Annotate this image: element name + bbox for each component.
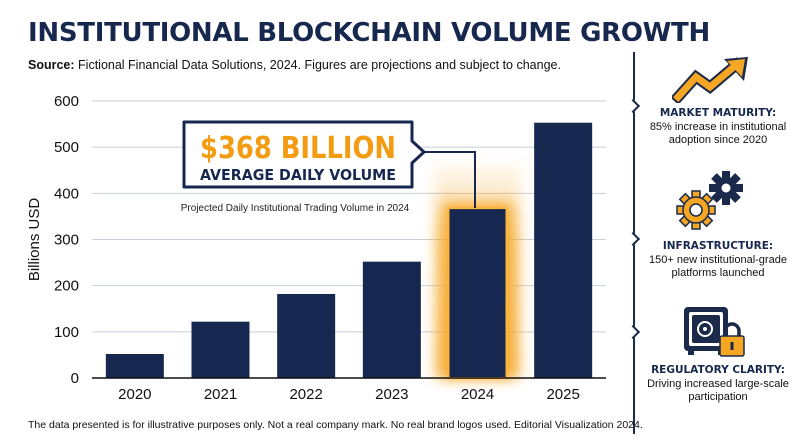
y-tick-label: 600 — [54, 93, 79, 110]
callout-note: Projected Daily Institutional Trading Vo… — [181, 203, 410, 214]
bar-chart: 0 100 200 300 400 500 600 Billions USD 2020 2021 2… — [26, 93, 606, 403]
side-item-market-maturity: MARKET MATURITY: 85% increase in institu… — [640, 107, 796, 147]
side-item-infrastructure: INFRASTRUCTURE: 150+ new institutional-g… — [640, 240, 796, 280]
bar-2020 — [105, 353, 164, 378]
callout-box — [182, 120, 426, 189]
callout-subtitle: AVERAGE DAILY VOLUME — [200, 166, 396, 184]
source-line: Source: Fictional Financial Data Solutio… — [28, 58, 561, 72]
side-item-regulatory-clarity: REGULATORY CLARITY: Driving increased la… — [640, 364, 796, 404]
y-tick-label: 100 — [54, 324, 79, 341]
source-label: Source: — [28, 58, 75, 72]
x-tick-label: 2022 — [289, 386, 322, 403]
side-item-heading: INFRASTRUCTURE: — [662, 240, 774, 252]
bar-2024 — [447, 207, 508, 379]
y-axis-title: Billions USD — [26, 198, 43, 282]
x-tick-label: 2021 — [204, 386, 237, 403]
bar-2022 — [277, 293, 336, 378]
callout-leader-line — [424, 151, 476, 208]
side-item-heading: MARKET MATURITY: — [659, 107, 777, 119]
footnote: The data presented is for illustrative p… — [28, 419, 643, 431]
gears-icon — [676, 171, 743, 230]
safe-lock-icon — [684, 307, 745, 357]
source-text: Fictional Financial Data Solutions, 2024… — [78, 58, 561, 72]
x-tick-label: 2020 — [118, 386, 151, 403]
y-tick-label: 400 — [54, 185, 79, 202]
x-tick-label: 2024 — [461, 386, 494, 403]
x-tick-label: 2025 — [546, 386, 579, 403]
y-tick-label: 200 — [54, 278, 79, 295]
y-tick-label: 300 — [54, 232, 79, 249]
chart-title: INSTITUTIONAL BLOCKCHAIN VOLUME GROWTH — [28, 18, 710, 48]
growth-arrow-icon — [672, 57, 748, 103]
side-item-heading: REGULATORY CLARITY: — [651, 364, 785, 376]
y-tick-label: 500 — [54, 139, 79, 156]
side-item-text: Driving increased large-scale participat… — [647, 378, 789, 403]
callout: $368 BILLION AVERAGE DAILY VOLUME Projec… — [181, 120, 476, 214]
side-item-text: 150+ new institutional-grade platforms l… — [649, 254, 787, 279]
x-tick-label: 2023 — [375, 386, 408, 403]
bar-2023 — [362, 261, 421, 378]
callout-amount: $368 BILLION — [200, 131, 396, 166]
bar-2025 — [534, 122, 593, 378]
side-item-text: 85% increase in institutional adoption s… — [649, 121, 787, 146]
bar-2021 — [191, 321, 250, 378]
y-tick-label: 0 — [71, 370, 79, 387]
